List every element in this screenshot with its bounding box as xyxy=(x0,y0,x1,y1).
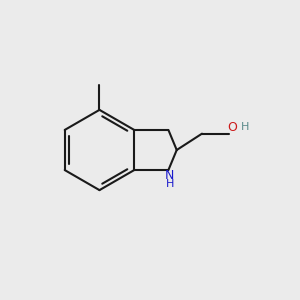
Text: N: N xyxy=(165,169,175,182)
Text: H: H xyxy=(241,122,249,132)
Text: O: O xyxy=(227,121,237,134)
Text: H: H xyxy=(166,179,174,189)
